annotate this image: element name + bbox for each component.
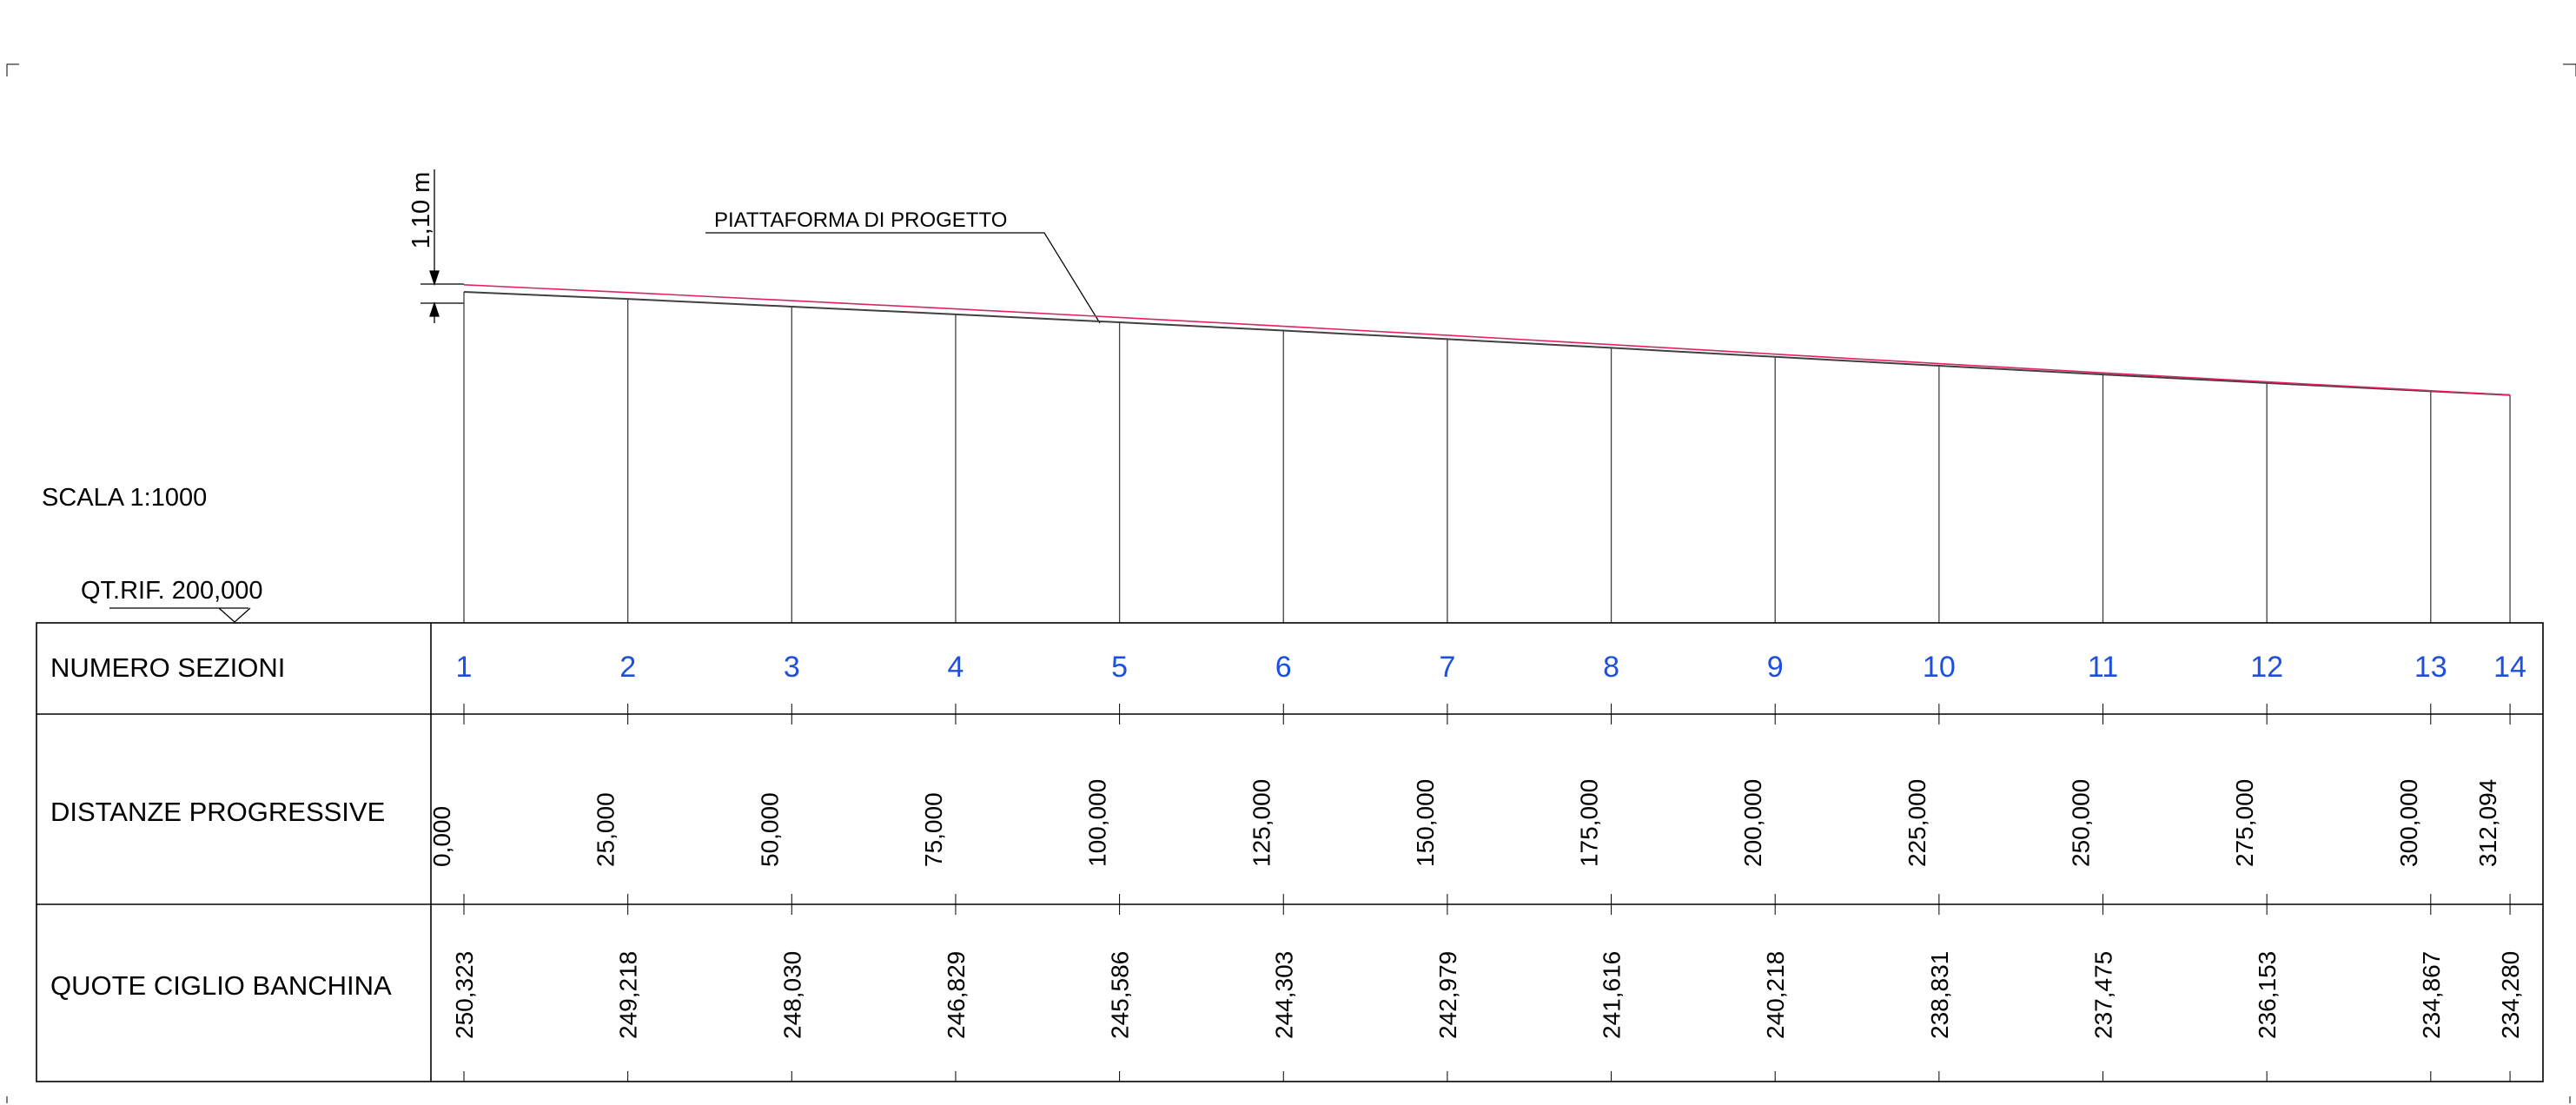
- table-border: [36, 622, 2544, 1082]
- edge-elevation: 240,218: [1762, 951, 1789, 1039]
- edge-elevation: 238,831: [1926, 951, 1953, 1039]
- reference-marker: [109, 607, 251, 623]
- dimension-arrow-top: [429, 270, 440, 287]
- platform-leader-line: [705, 232, 1101, 324]
- row-label-edge-elevations: QUOTE CIGLIO BANCHINA: [50, 970, 392, 1001]
- section-number: 2: [619, 651, 636, 684]
- progressive-distance: 25,000: [593, 792, 619, 867]
- progressive-distance: 75,000: [920, 792, 947, 867]
- dimension-arrow-bottom: [429, 301, 440, 317]
- corner-mark-top-right: [2563, 63, 2576, 76]
- section-number: 4: [947, 651, 964, 684]
- edge-elevation: 234,280: [2497, 951, 2524, 1039]
- design-platform-line: [463, 284, 2511, 396]
- edge-elevation: 236,153: [2254, 951, 2281, 1039]
- progressive-distance: 250,000: [2068, 779, 2095, 867]
- scale-label: SCALA 1:1000: [42, 484, 207, 512]
- profile-group: [463, 284, 2511, 623]
- progressive-distance: 100,000: [1084, 779, 1111, 867]
- reference-elevation-label: QT.RIF. 200,000: [81, 577, 263, 605]
- platform-label: PIATTAFORMA DI PROGETTO: [714, 208, 1007, 232]
- edge-elevation: 241,616: [1599, 951, 1626, 1039]
- table-cells: 10,000250,323225,000249,218350,000248,03…: [428, 651, 2526, 1082]
- section-number: 14: [2493, 651, 2526, 684]
- edge-elevation: 237,475: [2090, 951, 2117, 1039]
- data-table: [36, 622, 2544, 1082]
- edge-elevation: 242,979: [1434, 951, 1461, 1039]
- dimension-label: 1,10 m: [407, 172, 435, 249]
- progressive-distance: 225,000: [1904, 779, 1930, 867]
- edge-elevation: 244,303: [1270, 951, 1297, 1039]
- section-number: 11: [2088, 651, 2118, 684]
- progressive-distance: 312,094: [2474, 779, 2501, 867]
- row-label-progressive-distances: DISTANZE PROGRESSIVE: [50, 797, 385, 827]
- corner-mark-top-left: [6, 63, 19, 76]
- section-number: 7: [1439, 651, 1455, 684]
- progressive-distance: 150,000: [1412, 779, 1439, 867]
- progressive-distance: 0,000: [428, 806, 455, 867]
- section-number: 5: [1111, 651, 1128, 684]
- reference-triangle: [218, 607, 251, 623]
- edge-elevation: 249,218: [615, 951, 642, 1039]
- section-number: 13: [2414, 651, 2447, 684]
- progressive-distance: 200,000: [1739, 779, 1766, 867]
- edge-profile-line: [463, 291, 2511, 396]
- progressive-distance: 50,000: [756, 792, 783, 867]
- progressive-distance: 275,000: [2231, 779, 2258, 867]
- edge-elevation: 248,030: [778, 951, 805, 1039]
- section-number: 1: [456, 651, 473, 684]
- dimension-annotation: [421, 169, 464, 323]
- edge-elevation: 250,323: [451, 951, 478, 1039]
- section-number: 12: [2250, 651, 2283, 684]
- section-number: 6: [1275, 651, 1292, 684]
- row-label-section-numbers: NUMERO SEZIONI: [50, 652, 285, 683]
- progressive-distance: 300,000: [2395, 779, 2422, 867]
- section-number: 3: [784, 651, 800, 684]
- section-number: 9: [1767, 651, 1784, 684]
- section-number: 8: [1603, 651, 1619, 684]
- edge-elevation: 234,867: [2418, 951, 2445, 1039]
- edge-elevation: 245,586: [1107, 951, 1134, 1039]
- progressive-distance: 125,000: [1248, 779, 1275, 867]
- edge-elevation: 246,829: [943, 951, 970, 1039]
- section-number: 10: [1923, 651, 1956, 684]
- sheet-corner-marks: [6, 63, 2576, 1103]
- progressive-distance: 175,000: [1576, 779, 1603, 867]
